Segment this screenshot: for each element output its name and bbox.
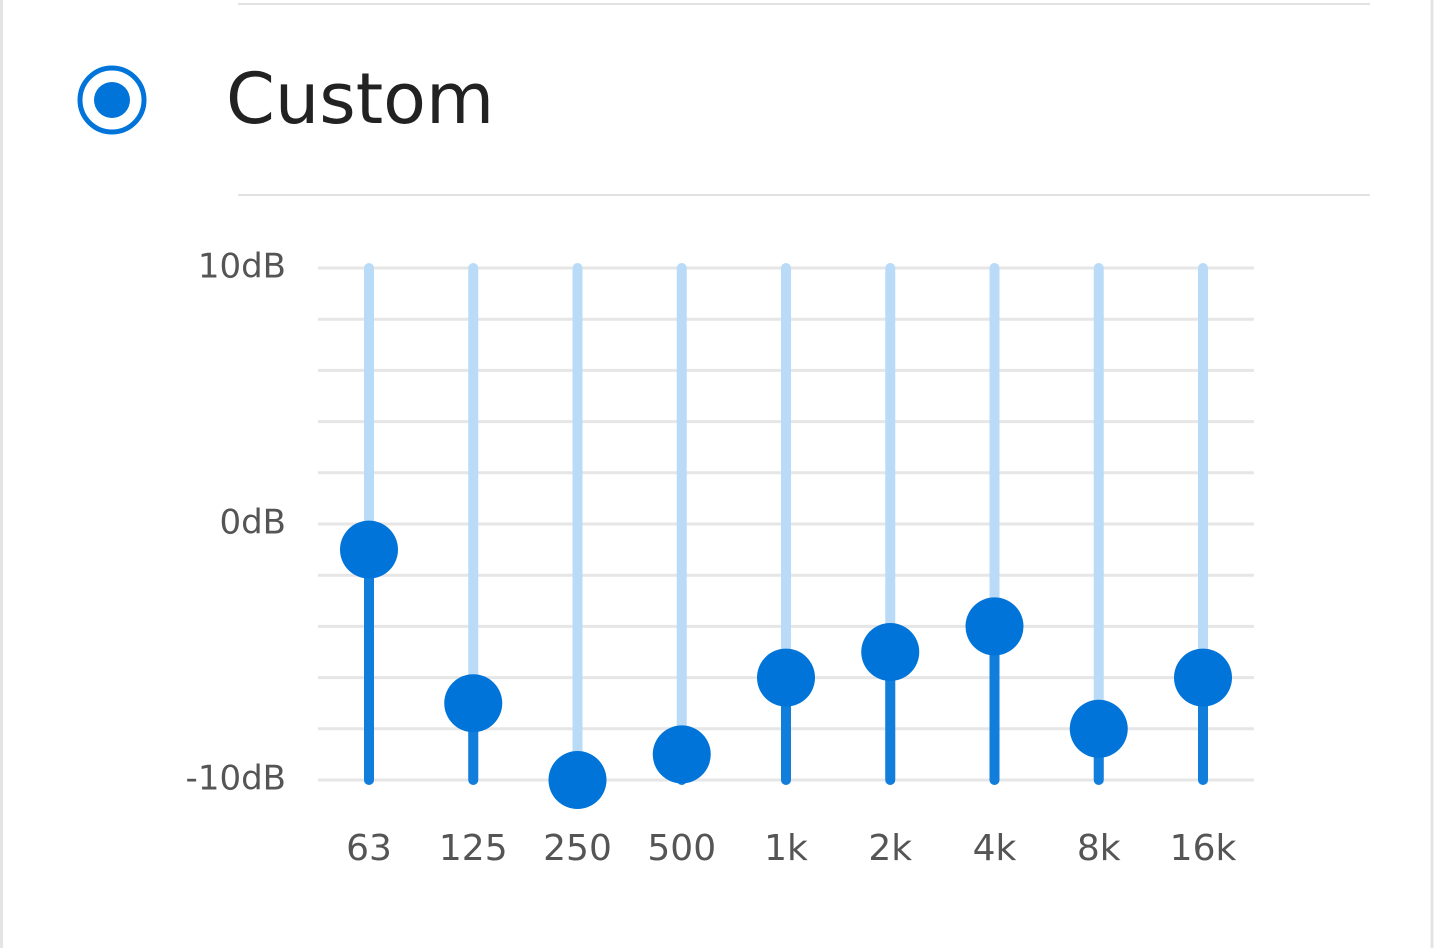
- x-tick-label: 250: [543, 828, 612, 869]
- x-tick-label: 2k: [868, 828, 912, 869]
- slider-knob[interactable]: [861, 623, 920, 681]
- x-tick-label: 63: [346, 828, 392, 869]
- x-tick-label: 8k: [1077, 828, 1121, 869]
- radio-button[interactable]: [77, 65, 147, 135]
- slider-knob[interactable]: [652, 725, 711, 784]
- slider-knob[interactable]: [548, 751, 607, 809]
- x-tick-label: 125: [439, 828, 508, 869]
- y-tick-label: -10dB: [186, 759, 286, 799]
- option-label[interactable]: Custom: [226, 58, 494, 140]
- x-tick-label: 500: [647, 828, 716, 869]
- y-tick-label: 0dB: [219, 503, 286, 543]
- slider-knob[interactable]: [757, 648, 815, 707]
- slider-knob[interactable]: [1069, 699, 1128, 758]
- radio-dot[interactable]: [94, 82, 130, 118]
- y-tick-label: 10dB: [198, 247, 286, 287]
- equalizer-chart: 10dB 0dB -10dB 63 125 250 500 1k 2k 4k 8k 16k: [186, 247, 1254, 869]
- slider-knob[interactable]: [965, 597, 1024, 656]
- x-tick-label: 4k: [973, 828, 1017, 869]
- slider-knob[interactable]: [444, 674, 503, 733]
- x-tick-label: 1k: [764, 828, 808, 869]
- slider-knob[interactable]: [340, 520, 398, 579]
- slider-knob[interactable]: [1174, 648, 1232, 707]
- x-tick-label: 16k: [1170, 828, 1237, 869]
- radio-ring[interactable]: [77, 65, 147, 135]
